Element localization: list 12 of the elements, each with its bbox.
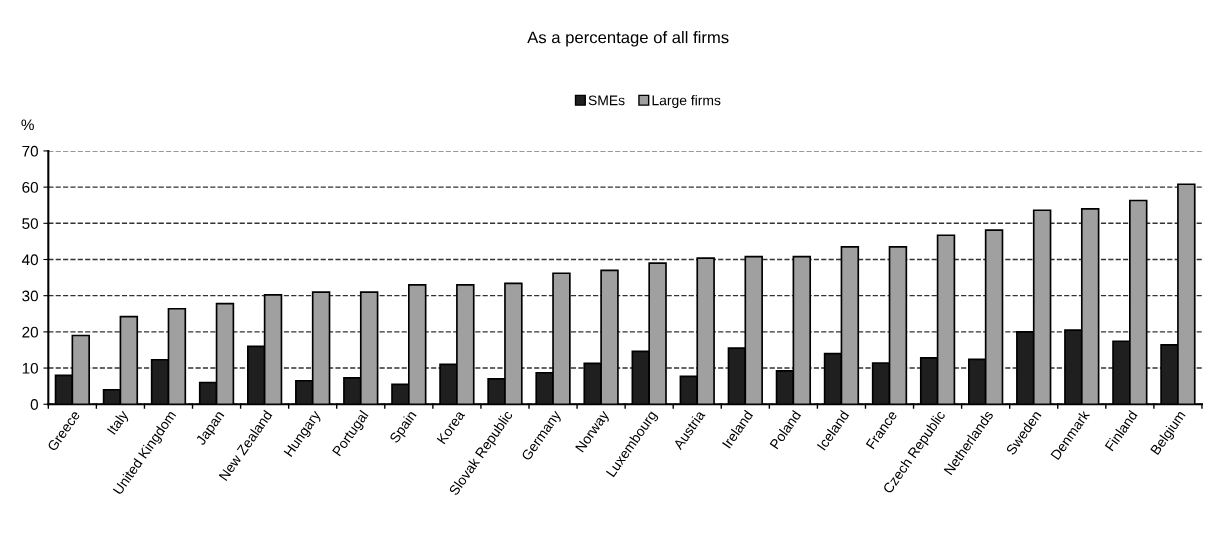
- y-tick-label: 50: [22, 218, 38, 229]
- y-axis-title: %: [21, 119, 34, 131]
- legend-label: SMEs: [588, 95, 625, 106]
- y-tick-label: 20: [22, 326, 38, 338]
- y-tick-label: 70: [22, 145, 38, 157]
- legend-label: Large firms: [652, 95, 721, 109]
- y-tick-label: 60: [22, 181, 38, 193]
- y-tick-label: 30: [22, 290, 38, 302]
- chart-title: As a percentage of all firms: [527, 31, 729, 47]
- y-tick-label: 0: [30, 399, 38, 410]
- y-tick-label: 10: [22, 362, 38, 374]
- y-tick-label: 40: [21, 254, 38, 266]
